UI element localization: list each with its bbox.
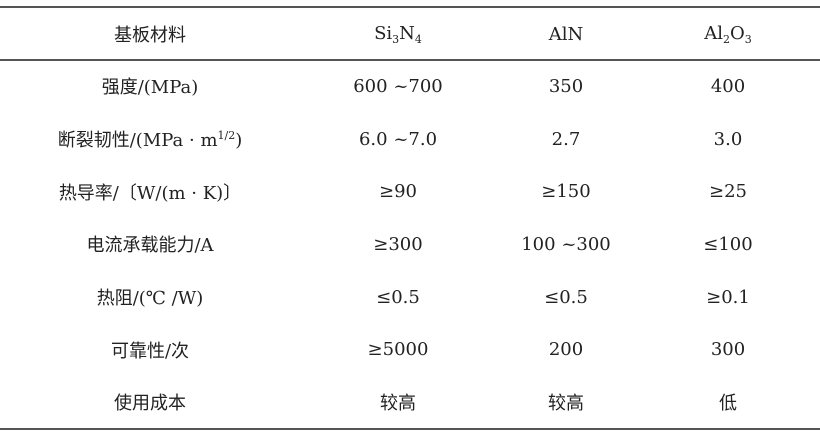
cell-aln: ≥150 — [541, 181, 591, 203]
row-label: 电流承载能力/A — [0, 218, 300, 271]
row-label-text: 强度/(MPa) — [101, 77, 199, 99]
table-row: 热阻/(℃ /W) ≤0.5 ≤0.5 ≥0.1 — [0, 271, 820, 324]
table-row: 使用成本 较高 较高 低 — [0, 376, 820, 429]
row-label: 可靠性/次 — [0, 323, 300, 376]
formula-part: Al — [704, 22, 723, 44]
row-label: 使用成本 — [0, 376, 300, 429]
formula-part: Si — [374, 22, 393, 44]
cell-si3n4: 较高 — [380, 393, 416, 415]
table-top-rule — [0, 6, 820, 8]
cell-si3n4: 6.0 ~7.0 — [358, 128, 438, 150]
row-label-text: 热阻/(℃ /W) — [96, 288, 204, 310]
cell-al2o3: ≥25 — [709, 181, 747, 203]
cell-aln: ≤0.5 — [544, 286, 588, 308]
table-header-row: 基板材料 Si3N4 AlN Al2O3 — [0, 8, 820, 60]
row-label-text: 可靠性/次 — [110, 340, 190, 362]
table-row: 强度/(MPa) 600 ~700 350 400 — [0, 60, 820, 113]
table-row: 断裂韧性/(MPa · m1/2) 6.0 ~7.0 2.7 3.0 — [0, 113, 820, 166]
header-material: 基板材料 — [114, 25, 186, 46]
cell-al2o3: 300 — [710, 339, 746, 361]
header-si3n4: Si3N4 — [300, 8, 496, 60]
cell-aln: 2.7 — [551, 128, 581, 150]
substrate-comparison-table: 基板材料 Si3N4 AlN Al2O3 强度/(MPa) 600 ~700 350… — [0, 8, 820, 429]
header-al2o3: Al2O3 — [636, 8, 820, 60]
formula-subscript: 4 — [414, 32, 422, 46]
cell-si3n4: ≥90 — [379, 181, 417, 203]
cell-al2o3: 400 — [710, 75, 746, 97]
row-label-text: 使用成本 — [114, 393, 186, 415]
formula-subscript: 3 — [744, 32, 752, 46]
table-row: 热导率/〔W/(m · K)〕 ≥90 ≥150 ≥25 — [0, 165, 820, 218]
formula-part: N — [399, 22, 415, 44]
row-label-end: ) — [235, 130, 243, 152]
table-header-rule — [0, 59, 820, 61]
table-row: 可靠性/次 ≥5000 200 300 — [0, 323, 820, 376]
row-label: 热导率/〔W/(m · K)〕 — [0, 165, 300, 218]
formula-part: O — [730, 22, 745, 44]
cell-aln: 350 — [548, 75, 584, 97]
cell-aln: 200 — [548, 339, 584, 361]
cell-aln: 100 ~300 — [521, 233, 611, 255]
row-label-text: 热导率/〔W/(m · K)〕 — [58, 182, 242, 204]
cell-al2o3: ≥0.1 — [706, 286, 750, 308]
cell-si3n4: ≥300 — [373, 233, 423, 255]
cell-si3n4: ≥5000 — [367, 339, 429, 361]
row-label: 热阻/(℃ /W) — [0, 271, 300, 324]
formula-subscript: 3 — [392, 32, 400, 46]
cell-si3n4: 600 ~700 — [353, 75, 443, 97]
formula-subscript: 2 — [723, 32, 730, 46]
table-row: 电流承载能力/A ≥300 100 ~300 ≤100 — [0, 218, 820, 271]
cell-aln: 较高 — [548, 393, 584, 415]
cell-al2o3: 低 — [719, 393, 737, 415]
row-label-text: 电流承载能力/A — [86, 235, 214, 257]
header-aln: AlN — [548, 23, 584, 45]
cell-al2o3: ≤100 — [703, 233, 753, 255]
cell-al2o3: 3.0 — [713, 128, 743, 150]
row-label: 断裂韧性/(MPa · m1/2) — [0, 113, 300, 166]
row-label-superscript: 1/2 — [217, 129, 236, 143]
row-label-text: 断裂韧性/(MPa · m — [57, 130, 218, 152]
table-bottom-rule — [0, 428, 820, 430]
row-label: 强度/(MPa) — [0, 60, 300, 113]
cell-si3n4: ≤0.5 — [376, 286, 420, 308]
